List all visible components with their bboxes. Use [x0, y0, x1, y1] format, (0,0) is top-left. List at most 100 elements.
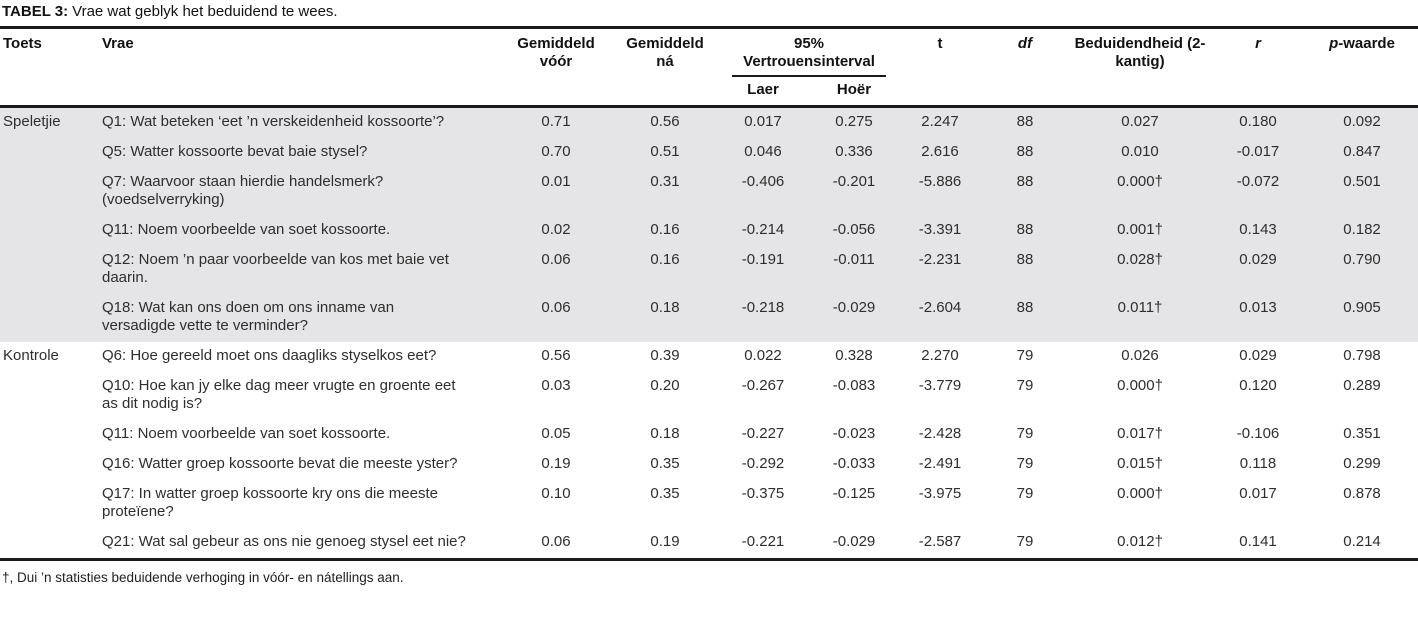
cell-question: Q11: Noem voorbeelde van soet kossoorte.: [102, 425, 391, 442]
cell-question: Q7: Waarvoor staan hierdie handelsmerk? …: [100, 168, 500, 216]
cell-r: 0.143: [1210, 216, 1307, 246]
cell-t: 2.270: [921, 347, 959, 364]
cell-t: -5.886: [900, 168, 981, 216]
cell-r: 0.013: [1210, 294, 1307, 342]
cell-t: -2.587: [918, 533, 962, 550]
table-caption-label: TABEL 3:: [2, 3, 69, 20]
cell-hoer: -0.201: [808, 168, 901, 216]
cell-df: 79: [1016, 425, 1034, 442]
cell-hoer: 0.336: [808, 138, 901, 168]
cell-gemiddeld-na: 0.56: [612, 106, 718, 138]
cell-hoer: -0.011: [808, 246, 901, 294]
cell-p-waarde: 0.905: [1306, 294, 1418, 342]
cell-df: 88: [980, 168, 1071, 216]
cell-t: 2.247: [900, 106, 981, 138]
cell-df: 79: [1016, 377, 1034, 394]
table-row: Q5: Watter kossoorte bevat baie stysel? …: [0, 138, 1418, 168]
table-row: Q12: Noem ’n paar voorbeelde van kos met…: [0, 246, 1418, 294]
p-waarde-italic-part: p: [1329, 35, 1339, 52]
cell-r: 0.118: [1239, 455, 1277, 472]
section-label: [0, 168, 100, 216]
cell-hoer: 0.328: [835, 347, 873, 364]
cell-beduidendheid: 0.000†: [1117, 377, 1163, 394]
cell-p-waarde: 0.790: [1306, 246, 1418, 294]
cell-t: 2.616: [900, 138, 981, 168]
cell-p-waarde: 0.092: [1306, 106, 1418, 138]
cell-gemiddeld-na: 0.16: [612, 246, 718, 294]
cell-gemiddeld-voor: 0.02: [500, 216, 612, 246]
cell-laer: -0.375: [741, 485, 785, 502]
cell-question: Q6: Hoe gereeld moet ons daagliks stysel…: [102, 347, 437, 364]
col-header-vertrouensinterval: 95% Vertrouensinterval: [718, 28, 900, 77]
cell-hoer: -0.125: [832, 485, 876, 502]
cell-hoer: -0.083: [832, 377, 876, 394]
section-label: [0, 528, 100, 560]
cell-df: 79: [1016, 485, 1034, 502]
cell-gemiddeld-na: 0.35: [650, 485, 680, 502]
col-header-vrae: Vrae: [102, 35, 134, 52]
cell-r: 0.141: [1239, 533, 1277, 550]
table-body: Speletjie Q1: Wat beteken ‘eet ’n verske…: [0, 106, 1418, 560]
cell-p-waarde: 0.214: [1343, 533, 1381, 550]
section-label: Speletjie: [0, 106, 100, 138]
cell-t: -2.604: [900, 294, 981, 342]
table-row: Q17: In watter groep kossoorte kry ons d…: [0, 480, 1418, 528]
section-label: [0, 216, 100, 246]
section-label: [0, 480, 100, 528]
table-row: Speletjie Q1: Wat beteken ‘eet ’n verske…: [0, 106, 1418, 138]
cell-df: 88: [980, 294, 1071, 342]
cell-gemiddeld-voor: 0.05: [541, 425, 571, 442]
table-footnote: †, Dui ’n statisties beduidende verhogin…: [2, 570, 404, 585]
cell-laer: -0.406: [718, 168, 808, 216]
section-label: [0, 246, 100, 294]
cell-hoer: -0.033: [832, 455, 876, 472]
cell-laer: 0.022: [744, 347, 782, 364]
table-row: Kontrole Q6: Hoe gereeld moet ons daagli…: [0, 342, 1418, 372]
cell-gemiddeld-voor: 0.10: [541, 485, 571, 502]
cell-p-waarde: 0.501: [1306, 168, 1418, 216]
table-caption-text: Vrae wat geblyk het beduidend te wees.: [72, 3, 338, 20]
section-label: [0, 420, 100, 450]
table-header: Toets Vrae Gemiddeld vóór Gemiddeld ná 9…: [0, 28, 1418, 107]
cell-laer: -0.227: [741, 425, 785, 442]
cell-beduidendheid: 0.010: [1070, 138, 1211, 168]
section-label: [0, 294, 100, 342]
table-row: Q11: Noem voorbeelde van soet kossoorte.…: [0, 420, 1418, 450]
cell-question: Q1: Wat beteken ‘eet ’n verskeidenheid k…: [100, 106, 500, 138]
cell-beduidendheid: 0.027: [1070, 106, 1211, 138]
cell-r: 0.017: [1239, 485, 1277, 502]
cell-p-waarde: 0.351: [1343, 425, 1381, 442]
cell-question: Q18: Wat kan ons doen om ons inname van …: [100, 294, 500, 342]
table-row: Q10: Hoe kan jy elke dag meer vrugte en …: [0, 372, 1418, 420]
table-caption: TABEL 3: Vrae wat geblyk het beduidend te…: [0, 0, 1418, 26]
cell-df: 79: [1016, 533, 1034, 550]
cell-t: -2.231: [900, 246, 981, 294]
cell-p-waarde: 0.182: [1306, 216, 1418, 246]
cell-p-waarde: 0.289: [1343, 377, 1381, 394]
cell-laer: -0.221: [741, 533, 785, 550]
col-header-gemiddeld-na: Gemiddeld ná: [626, 35, 704, 70]
col-header-hoer: Hoër: [836, 81, 872, 98]
cell-hoer: -0.029: [832, 533, 876, 550]
cell-gemiddeld-na: 0.20: [650, 377, 680, 394]
cell-beduidendheid: 0.000†: [1117, 485, 1163, 502]
cell-beduidendheid: 0.001†: [1070, 216, 1211, 246]
cell-df: 88: [980, 216, 1071, 246]
cell-question: Q10: Hoe kan jy elke dag meer vrugte en …: [102, 377, 456, 412]
cell-gemiddeld-voor: 0.71: [500, 106, 612, 138]
p-waarde-rest-part: -waarde: [1338, 35, 1395, 52]
cell-gemiddeld-voor: 0.03: [541, 377, 571, 394]
cell-beduidendheid: 0.011†: [1070, 294, 1211, 342]
col-header-p-waarde: p-waarde: [1306, 28, 1418, 107]
cell-laer: -0.191: [718, 246, 808, 294]
cell-p-waarde: 0.847: [1306, 138, 1418, 168]
cell-beduidendheid: 0.028†: [1070, 246, 1211, 294]
cell-gemiddeld-na: 0.35: [650, 455, 680, 472]
cell-df: 88: [980, 138, 1071, 168]
cell-r: -0.017: [1210, 138, 1307, 168]
cell-question: Q12: Noem ’n paar voorbeelde van kos met…: [100, 246, 500, 294]
section-label: [0, 450, 100, 480]
cell-t: -3.975: [918, 485, 962, 502]
cell-question: Q11: Noem voorbeelde van soet kossoorte.: [100, 216, 500, 246]
